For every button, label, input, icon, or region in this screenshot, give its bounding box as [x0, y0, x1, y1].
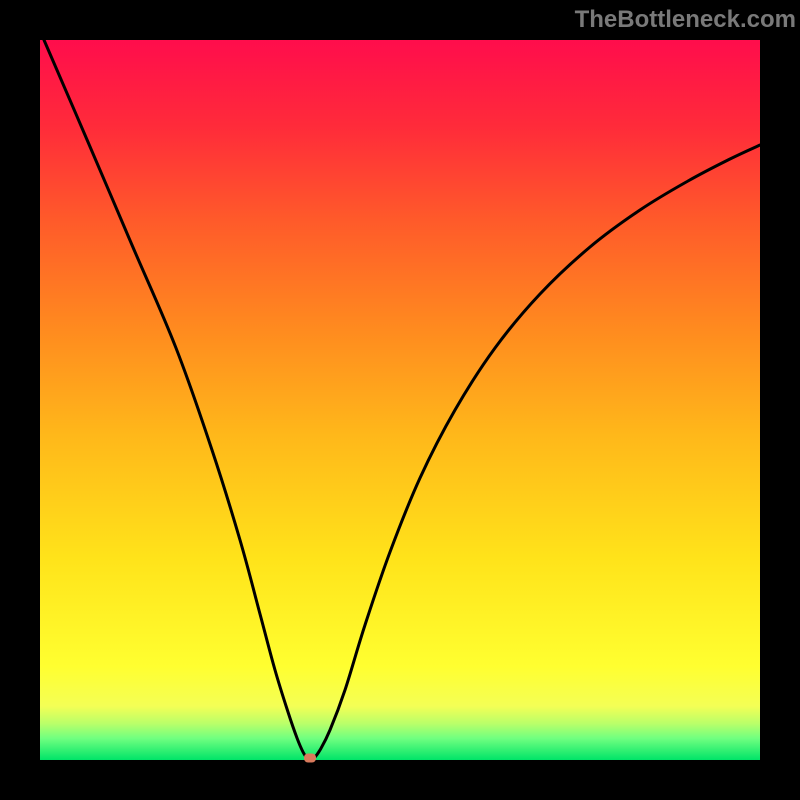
plot-area: [40, 40, 760, 760]
chart-frame: TheBottleneck.com: [0, 0, 800, 800]
watermark-text: TheBottleneck.com: [575, 6, 796, 34]
